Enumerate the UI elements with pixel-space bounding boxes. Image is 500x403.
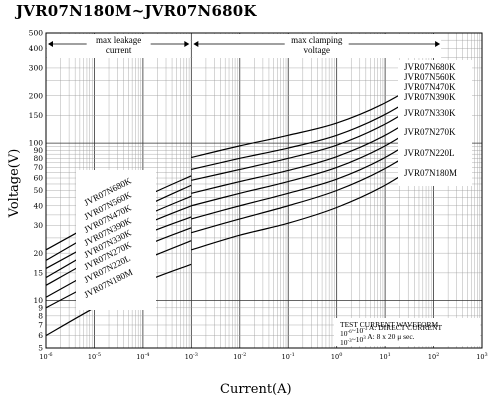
y-tick-label: 40 [33,201,43,210]
region-label: max clamping [291,35,343,45]
legend-label-right: JVR07N270K [404,127,456,137]
x-axis-label: Current(A) [220,382,292,397]
region-arrow-head [193,41,199,47]
y-tick-label: 5 [38,344,43,353]
y-tick-label: 80 [33,154,43,163]
plot-frame [45,32,483,349]
y-tick-label: 100 [29,139,44,148]
y-tick-label: 70 [33,163,43,172]
legend-label-right: JVR07N680K [404,62,456,72]
chart-title: JVR07N180M~JVR07N680K [16,2,257,20]
y-tick-label: 300 [29,64,44,73]
x-tick-label: 10-4 [136,352,149,361]
region-arrow-head [48,41,53,47]
region-arrow-head [435,41,441,47]
y-tick-label: 90 [33,146,43,155]
region-box [47,34,191,58]
legend: JVR07N680KJVR07N560KJVR07N470KJVR07N390K… [76,60,472,310]
legend-label-right: JVR07N330K [404,108,456,118]
y-tick-label: 15 [33,268,43,277]
y-tick-label: 400 [29,44,44,53]
note-line: 10-6~10-3 A: DIRECT CURRENT [340,323,442,338]
region-label: max leakage [96,35,141,45]
legend-panel-left [76,170,156,310]
y-tick-label: 7 [38,321,43,330]
y-tick-label: 20 [33,249,43,258]
legend-label-right: JVR07N470K [404,82,456,92]
legend-label-right: JVR07N220L [404,148,455,158]
y-tick-label: 6 [38,331,43,340]
legend-panel-right [398,60,472,186]
y-tick-label: 200 [29,91,44,100]
x-tick-label: 10-1 [282,352,295,361]
y-tick-label: 8 [38,311,43,320]
x-tick-label: 102 [428,352,439,361]
region-box [192,34,442,58]
x-tick-label: 10-5 [88,352,101,361]
note-line: 10-3~103 A: 8 x 20 μ sec. [340,332,415,347]
x-tick-label: 101 [379,352,390,361]
y-tick-label: 50 [33,186,43,195]
legend-label-right: JVR07N180M [404,168,457,178]
y-tick-label: 60 [33,174,43,183]
region-arrow-head [184,41,190,47]
axes: 5678910152030405060708090100150200300400… [29,29,488,361]
region-label: current [106,45,132,55]
x-tick-label: 10-2 [233,352,246,361]
x-tick-label: 103 [476,352,487,361]
x-tick-label: 10-3 [185,352,198,361]
note-box [334,318,480,346]
y-tick-label: 30 [33,221,43,230]
region-label: voltage [303,45,330,55]
legend-label-right: JVR07N390K [404,92,456,102]
note-line: TEST CURRENT WAVEFORM [340,320,439,329]
y-tick-label: 500 [29,29,44,38]
x-tick-label: 100 [331,352,342,361]
y-tick-label: 10 [33,296,43,305]
x-tick-label: 10-6 [39,352,52,361]
legend-label-right: JVR07N560K [404,72,456,82]
y-tick-label: 150 [29,111,44,120]
y-tick-label: 9 [38,303,43,312]
